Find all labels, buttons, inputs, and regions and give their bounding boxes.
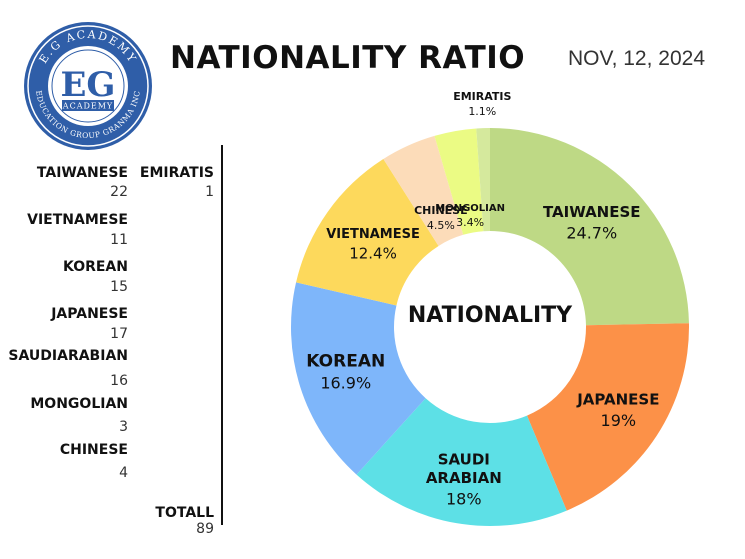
slice-mongolian xyxy=(434,128,484,235)
logo-initials: EG xyxy=(61,65,116,105)
slice-label-korean: KOREAN xyxy=(306,352,385,372)
slice-pct-chinese: 4.5% xyxy=(427,219,455,232)
row-value-chinese: 4 xyxy=(119,465,128,481)
row-value-vietnamese: 11 xyxy=(110,232,128,248)
slice-pct-emiratis: 1.1% xyxy=(468,105,496,118)
slice-chinese xyxy=(383,135,464,246)
slice-pct-saudi-arabian: 18% xyxy=(446,490,482,509)
row-value-mongolian: 3 xyxy=(119,419,128,435)
logo-inner-text: ACADEMY xyxy=(62,102,113,111)
total-label: TOTALL xyxy=(155,505,214,521)
slice-label-chinese: CHINESE xyxy=(414,204,468,217)
date-label: NOV, 12, 2024 xyxy=(568,47,705,70)
slice-pct-korean: 16.9% xyxy=(320,373,371,392)
row-label-taiwanese: TAIWANESE xyxy=(36,165,128,181)
slice-label-mongolian: MONGOLIAN xyxy=(435,203,505,214)
page-title: NATIONALITY RATIO xyxy=(170,40,526,76)
row-label-mongolian: MONGOLIAN xyxy=(30,396,128,412)
slice-vietnamese xyxy=(296,158,439,306)
row-value-japanese: 17 xyxy=(110,326,128,342)
table-divider xyxy=(221,145,223,525)
row-label-japanese: JAPANESE xyxy=(51,306,128,322)
row-label-korean: KOREAN xyxy=(62,259,128,275)
row-label-chinese: CHINESE xyxy=(59,442,128,458)
slice-pct-japanese: 19% xyxy=(601,411,637,430)
slice-label-japanese: JAPANESE xyxy=(576,390,659,408)
slice-pct-mongolian: 3.4% xyxy=(456,216,484,229)
row-value-saudiarabian: 16 xyxy=(110,373,128,389)
nationality-donut-chart: TAIWANESE 24.7% JAPANESE 19% SAUDI ARABIAN 18%… xyxy=(291,90,689,526)
slice-label-emiratis: EMIRATIS xyxy=(453,90,511,103)
row-label-saudiarabian: SAUDIARABIAN xyxy=(8,348,128,364)
slice-emiratis xyxy=(476,128,490,232)
row-label-vietnamese: VIETNAMESE xyxy=(27,212,128,228)
slice-japanese xyxy=(527,323,689,511)
slice-pct-taiwanese: 24.7% xyxy=(566,224,617,243)
slice-taiwanese xyxy=(490,128,689,326)
donut-center-label: NATIONALITY xyxy=(408,303,573,328)
row-value-taiwanese: 22 xyxy=(110,184,128,200)
row-value-korean: 15 xyxy=(110,279,128,295)
slice-korean xyxy=(291,282,426,475)
slice-saudi-arabian xyxy=(356,398,567,526)
slice-label-vietnamese: VIETNAMESE xyxy=(326,227,420,242)
slice-label-taiwanese: TAIWANESE xyxy=(543,203,641,221)
total-value: 89 xyxy=(196,521,214,537)
slice-label-saudi-arabian: SAUDI ARABIAN xyxy=(426,450,502,487)
row-value-emiratis: 1 xyxy=(205,184,214,200)
row-label-emiratis: EMIRATIS xyxy=(139,165,214,181)
slice-pct-vietnamese: 12.4% xyxy=(349,244,397,262)
eg-academy-logo: E.G ACADEMY EDUCATION GROUP GRANMA INC E… xyxy=(24,22,152,150)
